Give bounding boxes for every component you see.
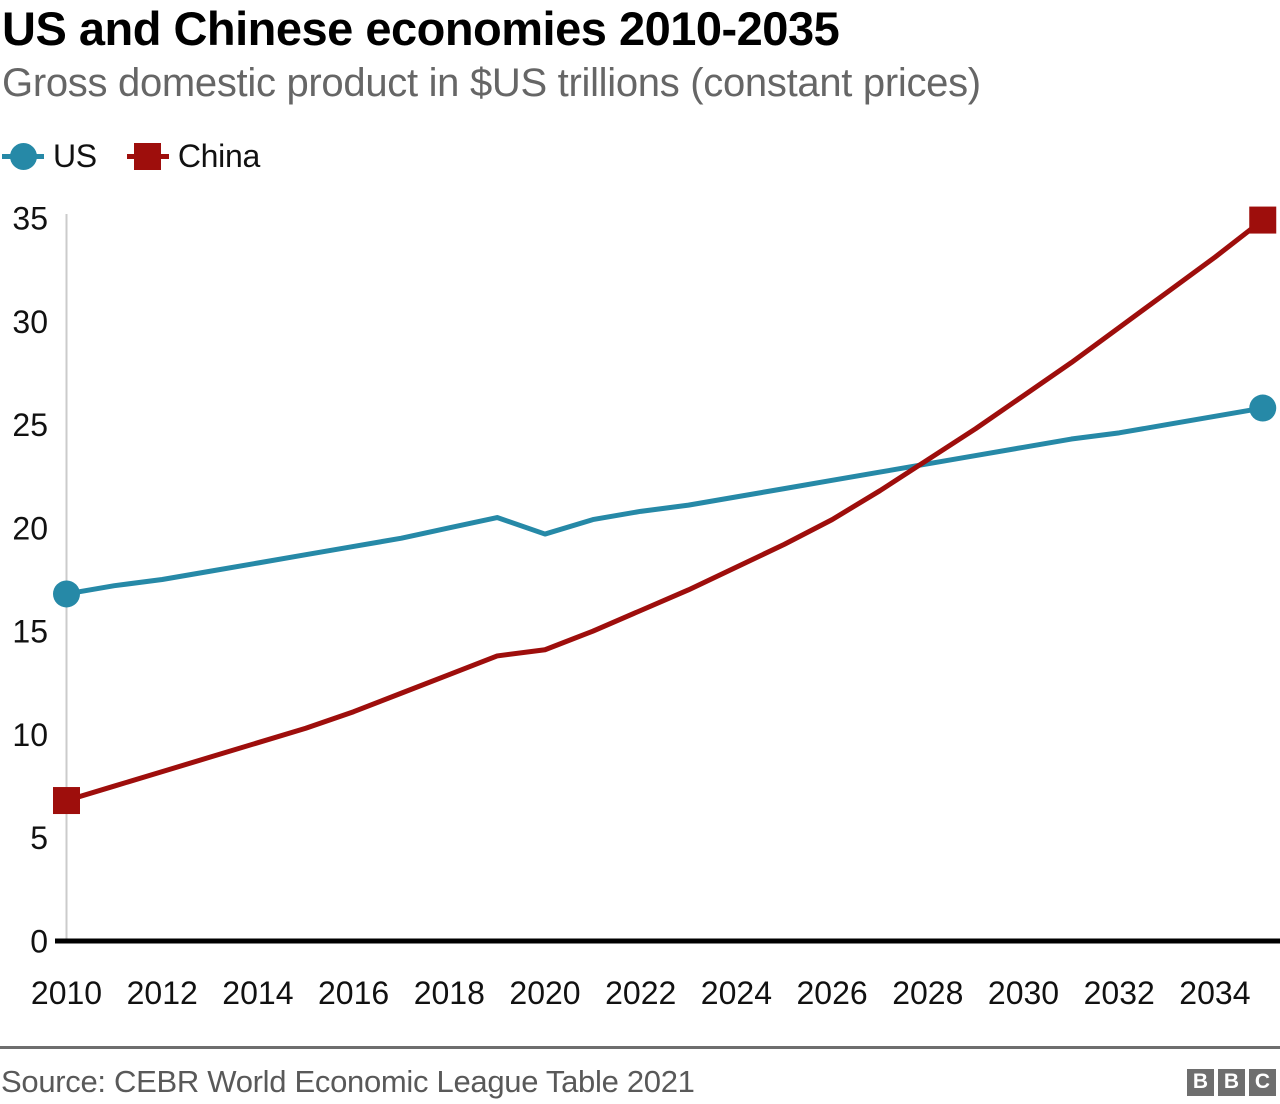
x-tick-label: 2034 (1179, 975, 1250, 1011)
china-line-square-icon (126, 142, 169, 170)
bbc-logo-block-b2: B (1218, 1068, 1245, 1096)
x-tick-label: 2018 (414, 975, 485, 1011)
y-tick-label: 30 (12, 304, 48, 340)
us-line-circle-icon (2, 142, 44, 170)
line-chart: 0 5 10 15 20 25 30 35 2010 2012 2014 2016 2018 2020 20… (12, 201, 1280, 1011)
y-tick-label: 25 (12, 407, 48, 443)
legend-label-us: US (53, 137, 97, 174)
legend: US China (2, 137, 260, 175)
bbc-logo-block-b1: B (1187, 1068, 1214, 1096)
x-tick-label: 2026 (797, 975, 868, 1011)
x-tick-label: 2022 (605, 975, 676, 1011)
x-tick-label: 2020 (509, 975, 580, 1011)
x-tick-label: 2010 (31, 975, 102, 1011)
legend-item-china: China (126, 137, 260, 175)
x-tick-label: 2032 (1084, 975, 1155, 1011)
china-start-marker (53, 787, 80, 815)
legend-item-us: US (2, 138, 97, 175)
us-line (64, 405, 1266, 597)
footer-divider (0, 1046, 1280, 1049)
source-attribution: Source: CEBR World Economic League Table… (1, 1064, 695, 1099)
x-axis-line (55, 938, 1280, 944)
us-start-marker (53, 580, 80, 608)
chart-title: US and Chinese economies 2010-2035 (2, 2, 840, 55)
y-tick-label: 0 (30, 924, 48, 960)
us-legend-circle (9, 142, 37, 170)
x-tick-label: 2012 (127, 975, 198, 1011)
chart-subtitle: Gross domestic product in $US trillions … (2, 61, 981, 105)
china-line (64, 217, 1266, 804)
x-tick-label: 2028 (892, 975, 963, 1011)
x-tick-label: 2030 (988, 975, 1059, 1011)
chart-header: US and Chinese economies 2010-2035 Gross… (2, 2, 1278, 106)
china-legend-square (134, 142, 162, 170)
bbc-logo: B B C (1187, 1068, 1276, 1096)
y-tick-label: 35 (12, 201, 48, 237)
x-tick-label: 2016 (318, 975, 389, 1011)
legend-label-china: China (177, 137, 260, 174)
footer: Source: CEBR World Economic League Table… (0, 1060, 1280, 1104)
y-tick-label: 15 (12, 614, 48, 650)
bbc-logo-block-c: C (1249, 1068, 1276, 1096)
china-end-marker (1249, 206, 1277, 234)
x-tick-label: 2014 (222, 975, 293, 1011)
y-tick-label: 20 (12, 510, 48, 546)
us-end-marker (1249, 394, 1277, 422)
x-tick-label: 2024 (701, 975, 772, 1011)
y-tick-label: 5 (30, 820, 48, 856)
y-tick-label: 10 (12, 717, 48, 753)
